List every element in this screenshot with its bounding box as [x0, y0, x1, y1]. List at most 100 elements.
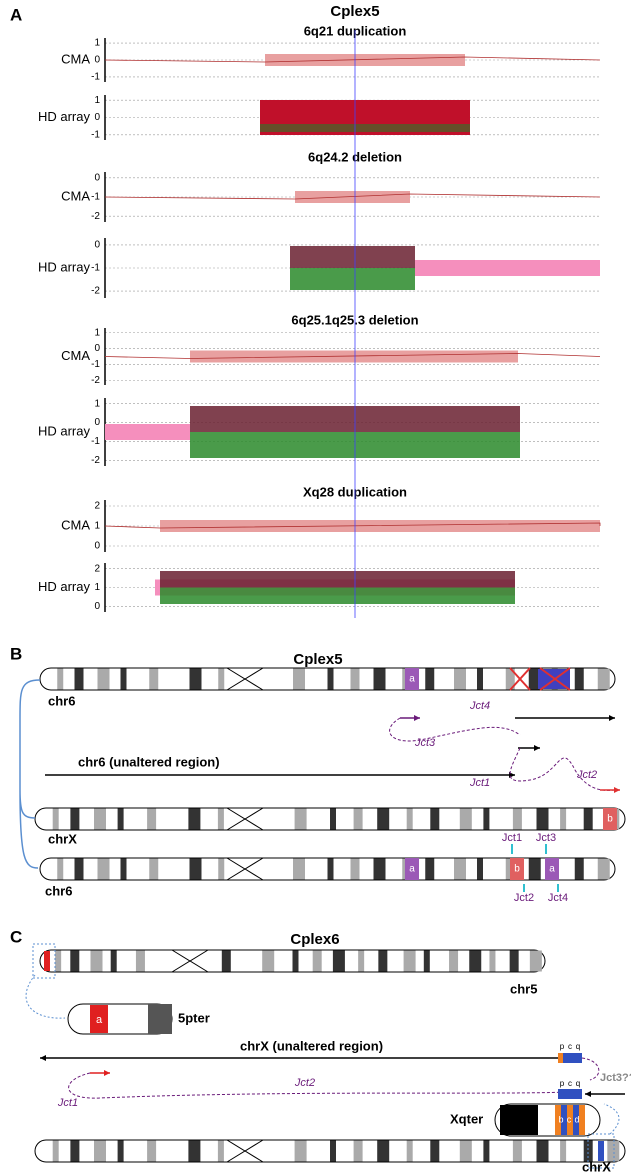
label: Jct1 — [57, 1097, 78, 1109]
panel-title: Cplex5 — [330, 3, 379, 20]
band — [509, 950, 519, 972]
band — [74, 858, 84, 880]
band — [52, 808, 59, 830]
band — [148, 1004, 172, 1034]
label: -2 — [91, 286, 100, 297]
band — [94, 1140, 106, 1162]
label: HD array — [38, 579, 91, 594]
band — [57, 858, 64, 880]
label: Jct4 — [469, 700, 490, 712]
panel-title: Cplex5 — [293, 651, 342, 668]
label: 1 — [94, 582, 100, 593]
band — [70, 1140, 80, 1162]
centromere — [226, 667, 264, 691]
band — [425, 858, 435, 880]
band — [449, 950, 459, 972]
band — [597, 858, 610, 880]
band — [149, 858, 159, 880]
band — [469, 950, 482, 972]
band — [70, 950, 80, 972]
band — [147, 1140, 157, 1162]
band — [425, 668, 435, 690]
band — [117, 1140, 124, 1162]
band — [330, 1140, 336, 1162]
band — [55, 950, 62, 972]
label: CMA — [61, 348, 90, 363]
band — [294, 808, 307, 830]
label: chrX (unaltered region) — [240, 1038, 383, 1053]
band — [406, 1140, 413, 1162]
label: q — [576, 1079, 580, 1088]
band — [293, 668, 305, 690]
label: chr6 (unaltered region) — [78, 754, 220, 769]
cloud — [160, 587, 515, 604]
band — [560, 1140, 567, 1162]
label: Jct3 — [414, 737, 436, 749]
zoom-link — [25, 974, 66, 1019]
band — [358, 950, 365, 972]
label: chr6 — [48, 693, 75, 708]
band — [94, 808, 106, 830]
band — [221, 950, 231, 972]
label: 1 — [94, 327, 100, 338]
band — [403, 950, 416, 972]
band — [423, 950, 430, 972]
cloud — [260, 124, 470, 132]
label: Xqter — [450, 1111, 483, 1126]
label: 2 — [94, 501, 100, 512]
trace — [104, 353, 601, 359]
band — [353, 1140, 363, 1162]
junction-path — [509, 747, 616, 791]
band — [188, 808, 201, 830]
band-b — [603, 808, 617, 830]
band — [149, 668, 159, 690]
band — [294, 1140, 307, 1162]
band — [90, 950, 103, 972]
arrowhead — [609, 715, 615, 721]
label: 0 — [94, 343, 100, 354]
bcd — [558, 1053, 582, 1063]
label: c — [568, 1079, 572, 1088]
bcd — [558, 1053, 563, 1063]
trace — [104, 522, 601, 529]
label: 0 — [94, 112, 100, 123]
bcd — [561, 1105, 567, 1135]
cloud — [290, 246, 415, 268]
band — [430, 1140, 440, 1162]
label: -2 — [91, 211, 100, 222]
band — [406, 808, 413, 830]
band — [505, 668, 515, 690]
band — [536, 1140, 549, 1162]
bcd — [555, 1105, 561, 1135]
label: q — [576, 1042, 580, 1051]
band — [147, 808, 157, 830]
label: 0 — [94, 240, 100, 251]
label: 2 — [94, 563, 100, 574]
centromere — [226, 1139, 264, 1163]
cloud — [160, 571, 515, 588]
band — [477, 858, 483, 880]
band — [293, 858, 305, 880]
band — [512, 1140, 522, 1162]
label: b — [607, 814, 613, 825]
label: 0 — [94, 541, 100, 552]
label: HD array — [38, 423, 91, 438]
band — [350, 668, 360, 690]
band — [529, 950, 542, 972]
band — [477, 668, 483, 690]
band-a — [405, 668, 419, 690]
band-a — [44, 951, 50, 971]
band — [292, 950, 299, 972]
centromere — [226, 857, 264, 881]
band — [574, 858, 584, 880]
band — [454, 668, 466, 690]
segment — [190, 350, 518, 363]
arrowhead — [614, 787, 620, 793]
band — [218, 858, 225, 880]
cross — [509, 667, 571, 691]
label: -1 — [91, 436, 100, 447]
arrowhead — [585, 1091, 591, 1097]
band — [378, 950, 388, 972]
band — [377, 1140, 390, 1162]
arrowhead — [414, 715, 420, 721]
